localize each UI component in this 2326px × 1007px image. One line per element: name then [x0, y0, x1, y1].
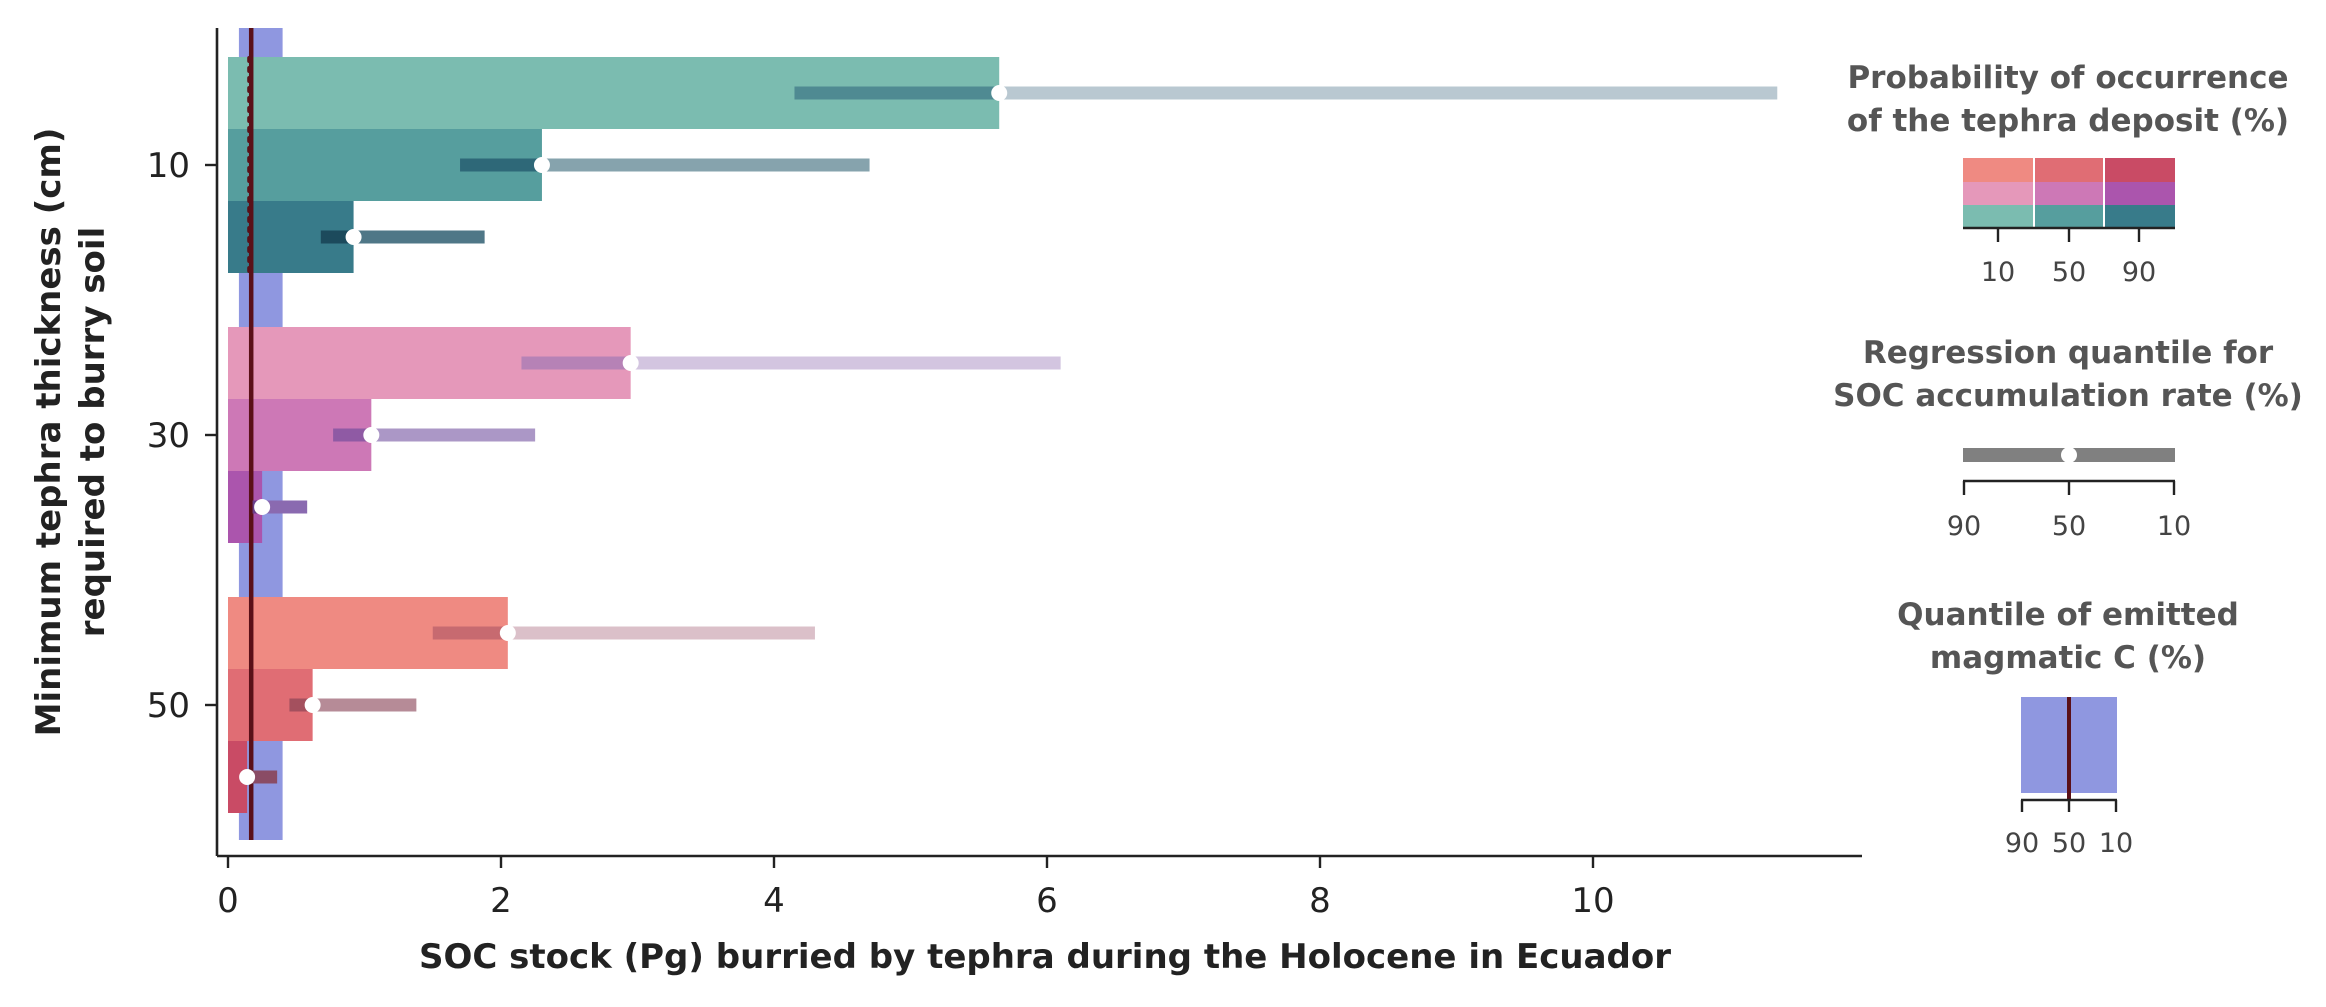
- legend-swatch-10cm-p90: [2105, 205, 2175, 228]
- legend-magmatic-title-line2: magmatic C (%): [1930, 640, 2206, 676]
- y-tick-label-50: 50: [147, 686, 190, 726]
- legend-probability-title-line1: Probability of occurrence: [1847, 60, 2288, 96]
- y-axis-title-line1: Minimum tephra thickness (cm): [29, 128, 69, 737]
- y-tick-label-10: 10: [147, 146, 190, 186]
- legend-probability-swatches: [1963, 158, 2175, 228]
- legend-regression-title-line1: Regression quantile for: [1863, 335, 2274, 371]
- median-point-10cm-p10: [991, 85, 1008, 101]
- median-point-50cm-p50: [304, 697, 321, 713]
- y-tick-label-30: 30: [147, 416, 190, 456]
- median-point-10cm-p50: [533, 157, 550, 173]
- legend-probability: Probability of occurrence of the tephra …: [1847, 60, 2289, 288]
- legend-magmatic: Quantile of emitted magmatic C (%) 90 50 1…: [1897, 597, 2239, 859]
- legend-regression-tick-label-10: 10: [2157, 511, 2191, 542]
- legend-probability-tick-label-90: 90: [2122, 257, 2156, 288]
- median-point-50cm-p90: [239, 769, 256, 785]
- legend-swatch-50cm-p90: [2105, 158, 2175, 182]
- median-point-30cm-p90: [254, 499, 271, 515]
- legend-magmatic-ticks: 90 50 10: [2005, 800, 2133, 859]
- legend-regression: Regression quantile for SOC accumulation…: [1833, 335, 2303, 542]
- legend-swatch-30cm-p50: [2035, 182, 2103, 205]
- x-tick-label-6: 6: [1036, 881, 1058, 921]
- bar-50cm-p90: [228, 741, 248, 813]
- axes: 0 2 4 6 8 10 10 30 50: [147, 28, 1862, 921]
- legend-probability-ticks: 10 50 90: [1981, 228, 2156, 288]
- legend-probability-tick-label-50: 50: [2052, 257, 2086, 288]
- legend-probability-title-line2: of the tephra deposit (%): [1847, 103, 2289, 139]
- y-axis-title: Minimum tephra thickness (cm) required t…: [29, 128, 113, 737]
- y-axis-title-line2: required to burry soil: [73, 227, 113, 637]
- legend-probability-tick-label-10: 10: [1981, 257, 2015, 288]
- legend-swatch-50cm-p50: [2035, 158, 2103, 182]
- legend-swatch-10cm-p50: [2035, 205, 2103, 228]
- median-point-30cm-p10: [622, 355, 639, 371]
- legend-regression-median-dot: [2061, 447, 2077, 463]
- legend-swatch-30cm-p90: [2105, 182, 2175, 205]
- legend-regression-title-line2: SOC accumulation rate (%): [1833, 378, 2303, 414]
- median-point-10cm-p90: [345, 229, 362, 245]
- legend-magmatic-tick-label-50: 50: [2052, 828, 2086, 859]
- median-point-30cm-p50: [363, 427, 380, 443]
- x-axis-title: SOC stock (Pg) burried by tephra during …: [419, 937, 1671, 977]
- legend-regression-tick-label-50: 50: [2052, 511, 2086, 542]
- x-tick-label-2: 2: [490, 881, 512, 921]
- legend-swatch-50cm-p10: [1963, 158, 2033, 182]
- legend-magmatic-title-line1: Quantile of emitted: [1897, 597, 2239, 633]
- plot-area: [228, 28, 1778, 840]
- legend-magmatic-tick-label-90: 90: [2005, 828, 2039, 859]
- legend-regression-ticks: 90 50 10: [1947, 481, 2191, 542]
- legend-swatch-30cm-p10: [1963, 182, 2033, 205]
- legend-swatch-10cm-p10: [1963, 205, 2033, 228]
- median-point-50cm-p10: [499, 625, 516, 641]
- x-tick-label-4: 4: [763, 881, 785, 921]
- x-tick-label-8: 8: [1309, 881, 1331, 921]
- legend-magmatic-tick-label-10: 10: [2099, 828, 2133, 859]
- x-tick-label-10: 10: [1571, 881, 1614, 921]
- legend-regression-tick-label-90: 90: [1947, 511, 1981, 542]
- x-tick-label-0: 0: [217, 881, 239, 921]
